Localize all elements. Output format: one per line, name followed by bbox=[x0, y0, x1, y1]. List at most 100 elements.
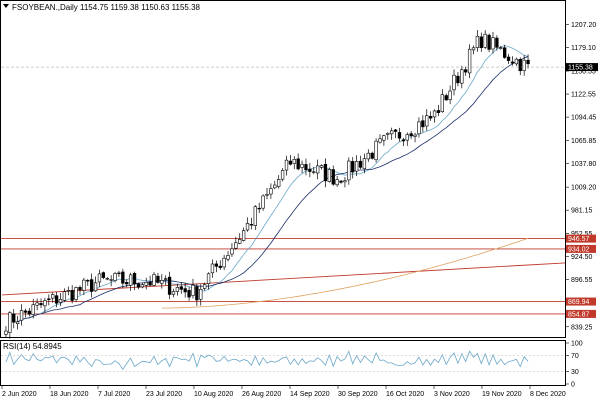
rsi-polyline bbox=[5, 350, 529, 371]
candle-body bbox=[183, 288, 187, 293]
last-price-label: 1155.38 bbox=[568, 65, 593, 72]
rsi-tick-label: 70 bbox=[571, 353, 579, 360]
candle-body bbox=[47, 298, 51, 300]
candle-body bbox=[499, 47, 503, 49]
candle-body bbox=[171, 291, 176, 295]
candle-body bbox=[257, 207, 261, 210]
candle-body bbox=[19, 310, 24, 321]
candle-body bbox=[452, 74, 456, 91]
candle-body bbox=[409, 133, 413, 137]
ma-long-line bbox=[161, 237, 529, 309]
last-price-marker: 1155.38 bbox=[1, 63, 598, 72]
ohlc-values: 1154.75 1159.38 1150.63 1155.38 bbox=[80, 3, 201, 12]
candle-body bbox=[101, 272, 106, 278]
candle-body bbox=[390, 130, 394, 135]
level-label: 934.02 bbox=[568, 246, 590, 253]
candle-body bbox=[506, 56, 511, 61]
price-tick-label: 1207.20 bbox=[571, 22, 596, 29]
candle-body bbox=[471, 47, 476, 51]
candle-body bbox=[284, 159, 289, 171]
rsi-tick-label: 30 bbox=[571, 369, 579, 376]
candle-body bbox=[487, 34, 491, 50]
price-tick-label: 1037.80 bbox=[571, 161, 596, 168]
candle-body bbox=[304, 164, 308, 171]
candle-body bbox=[179, 286, 183, 290]
date-tick-label: 3 Nov 2020 bbox=[434, 391, 470, 398]
candle-body bbox=[503, 47, 507, 58]
price-tick-label: 924.50 bbox=[571, 254, 593, 261]
candle-body bbox=[148, 282, 152, 286]
candle-body bbox=[351, 161, 355, 173]
candle-body bbox=[4, 330, 8, 335]
candle-body bbox=[43, 300, 47, 307]
candle-body bbox=[97, 273, 102, 283]
level-labels: 946.57 934.02 869.94 854.87 bbox=[566, 234, 596, 318]
candle-body bbox=[413, 134, 417, 137]
candle-body bbox=[78, 287, 82, 291]
candle-body bbox=[62, 291, 67, 301]
rsi-panel-frame bbox=[0, 340, 566, 386]
candle-body bbox=[343, 180, 347, 183]
date-tick-label: 19 Nov 2020 bbox=[482, 391, 522, 398]
price-tick-label: 1065.85 bbox=[571, 138, 596, 145]
candle-body bbox=[479, 36, 483, 49]
level-label-box bbox=[566, 309, 596, 318]
date-tick-label: 2 Jun 2020 bbox=[2, 391, 37, 398]
date-tick-label: 14 Sep 2020 bbox=[290, 391, 330, 398]
price-tick-label: 1122.55 bbox=[571, 92, 596, 99]
rsi-label: RSI(14) 54.8945 bbox=[3, 342, 62, 351]
candle-body bbox=[261, 195, 265, 209]
candle-body bbox=[495, 37, 499, 48]
dropdown-triangle-icon[interactable] bbox=[3, 4, 9, 8]
candle-body bbox=[456, 75, 460, 84]
candle-body bbox=[354, 161, 359, 172]
horizontal-levels bbox=[1, 238, 565, 315]
candle-body bbox=[245, 223, 250, 231]
candle-body bbox=[432, 110, 437, 118]
candle-body bbox=[417, 121, 421, 135]
candle-body bbox=[475, 35, 480, 48]
candle-body bbox=[82, 279, 86, 291]
candle-body bbox=[167, 276, 172, 295]
date-axis: 2 Jun 2020 18 Jun 2020 7 Jul 2020 23 Jul 20… bbox=[1, 386, 566, 398]
ma-slow-line bbox=[13, 56, 529, 323]
candle-body bbox=[23, 310, 28, 313]
candle-body bbox=[35, 302, 39, 306]
candle-body bbox=[514, 58, 519, 65]
candle-body bbox=[269, 188, 273, 195]
date-tick-label: 23 Jul 2020 bbox=[146, 391, 182, 398]
candle-body bbox=[58, 299, 63, 303]
date-tick-label: 8 Dec 2020 bbox=[530, 391, 566, 398]
candle-body bbox=[241, 230, 246, 241]
candle-body bbox=[152, 274, 156, 286]
candle-body bbox=[187, 290, 191, 298]
candle-body bbox=[319, 165, 324, 168]
candle-body bbox=[323, 163, 328, 182]
candle-body bbox=[253, 206, 257, 226]
candle-body bbox=[491, 37, 495, 50]
candle-body bbox=[117, 272, 121, 275]
candle-body bbox=[121, 271, 125, 284]
price-tick-label: 1094.45 bbox=[571, 115, 596, 122]
candle-body bbox=[74, 287, 78, 300]
price-tick-label: 896.55 bbox=[571, 277, 593, 284]
level-label-box bbox=[566, 234, 596, 243]
date-tick-label: 16 Oct 2020 bbox=[386, 391, 424, 398]
candle-body bbox=[175, 287, 180, 292]
candle-body bbox=[249, 224, 254, 226]
candle-body bbox=[105, 278, 109, 280]
candle-body bbox=[164, 278, 168, 280]
candle-body bbox=[39, 303, 43, 306]
last-price-box bbox=[566, 63, 598, 72]
candle-body bbox=[347, 160, 351, 181]
candle-body bbox=[460, 69, 464, 84]
candle-body bbox=[214, 263, 219, 267]
price-tick-label: 1150.55 bbox=[571, 69, 596, 76]
candle-body bbox=[222, 257, 226, 268]
candle-body bbox=[265, 194, 269, 196]
candle-body bbox=[140, 284, 144, 288]
date-tick-label: 10 Aug 2020 bbox=[194, 391, 233, 398]
candle-body bbox=[522, 59, 526, 71]
candle-body bbox=[518, 59, 522, 72]
